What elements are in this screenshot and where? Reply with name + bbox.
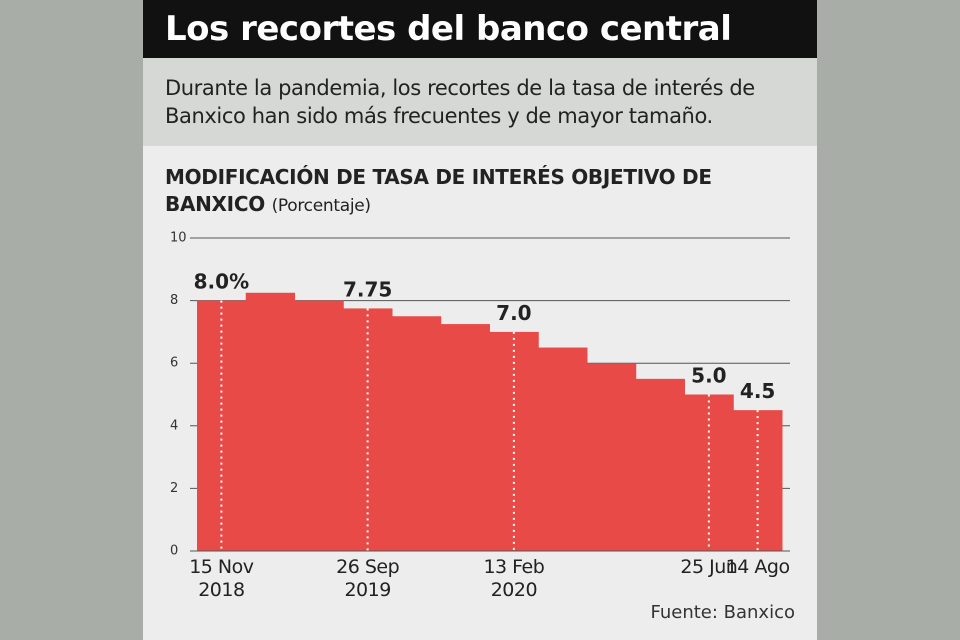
x-tick-label: 14 Ago xyxy=(725,556,790,578)
x-tick-label: 25 Jun xyxy=(680,556,738,578)
chart-heading: MODIFICACIÓN DE TASA DE INTERÉS OBJETIVO… xyxy=(165,164,725,220)
y-tick-label: 10 xyxy=(170,231,187,246)
bar xyxy=(587,363,637,551)
bar xyxy=(392,316,442,551)
value-label: 7.75 xyxy=(343,277,392,301)
source: Fuente: Banxico xyxy=(650,602,795,623)
y-tick-label: 4 xyxy=(170,418,178,433)
bar xyxy=(733,410,783,551)
subtitle: Durante la pandemia, los recortes de la … xyxy=(143,58,817,146)
value-label: 8.0% xyxy=(194,270,249,294)
y-tick-label: 6 xyxy=(170,356,178,371)
x-tick-label: 26 Sep 2019 xyxy=(336,556,400,601)
value-label: 5.0 xyxy=(691,364,726,388)
bar xyxy=(197,300,247,551)
y-tick-label: 2 xyxy=(170,481,178,496)
y-axis-unit: (Porcentaje) xyxy=(271,196,371,216)
x-tick-label: 15 Nov 2018 xyxy=(189,556,254,601)
value-label: 7.0 xyxy=(496,301,531,325)
x-tick-label: 13 Feb 2020 xyxy=(483,556,545,601)
chart-title: MODIFICACIÓN DE TASA DE INTERÉS OBJETIVO… xyxy=(165,165,712,216)
bar xyxy=(538,347,588,551)
bar xyxy=(294,300,344,551)
bar xyxy=(245,292,295,551)
bar xyxy=(635,378,685,551)
y-tick-label: 8 xyxy=(170,293,178,308)
headline: Los recortes del banco central xyxy=(143,0,817,58)
bar xyxy=(440,324,490,551)
y-tick-label: 0 xyxy=(170,544,178,559)
value-label: 4.5 xyxy=(740,379,775,403)
